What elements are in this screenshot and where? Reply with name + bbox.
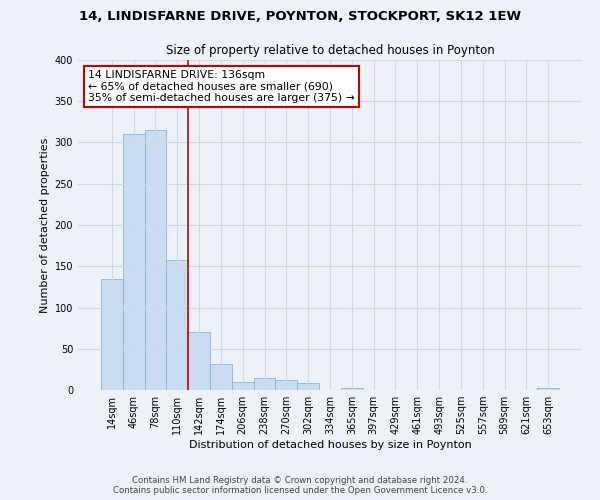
Bar xyxy=(123,134,145,390)
Bar xyxy=(101,278,123,390)
Bar xyxy=(210,364,232,390)
Bar xyxy=(537,388,559,390)
Bar xyxy=(275,380,297,390)
Bar xyxy=(166,260,188,390)
Text: 14 LINDISFARNE DRIVE: 136sqm
← 65% of detached houses are smaller (690)
35% of s: 14 LINDISFARNE DRIVE: 136sqm ← 65% of de… xyxy=(88,70,355,103)
Title: Size of property relative to detached houses in Poynton: Size of property relative to detached ho… xyxy=(166,44,494,58)
Bar xyxy=(188,332,210,390)
X-axis label: Distribution of detached houses by size in Poynton: Distribution of detached houses by size … xyxy=(188,440,472,450)
Bar xyxy=(341,388,363,390)
Y-axis label: Number of detached properties: Number of detached properties xyxy=(40,138,50,312)
Bar xyxy=(145,130,166,390)
Text: Contains HM Land Registry data © Crown copyright and database right 2024.
Contai: Contains HM Land Registry data © Crown c… xyxy=(113,476,487,495)
Text: 14, LINDISFARNE DRIVE, POYNTON, STOCKPORT, SK12 1EW: 14, LINDISFARNE DRIVE, POYNTON, STOCKPOR… xyxy=(79,10,521,23)
Bar xyxy=(297,384,319,390)
Bar xyxy=(232,382,254,390)
Bar xyxy=(254,378,275,390)
